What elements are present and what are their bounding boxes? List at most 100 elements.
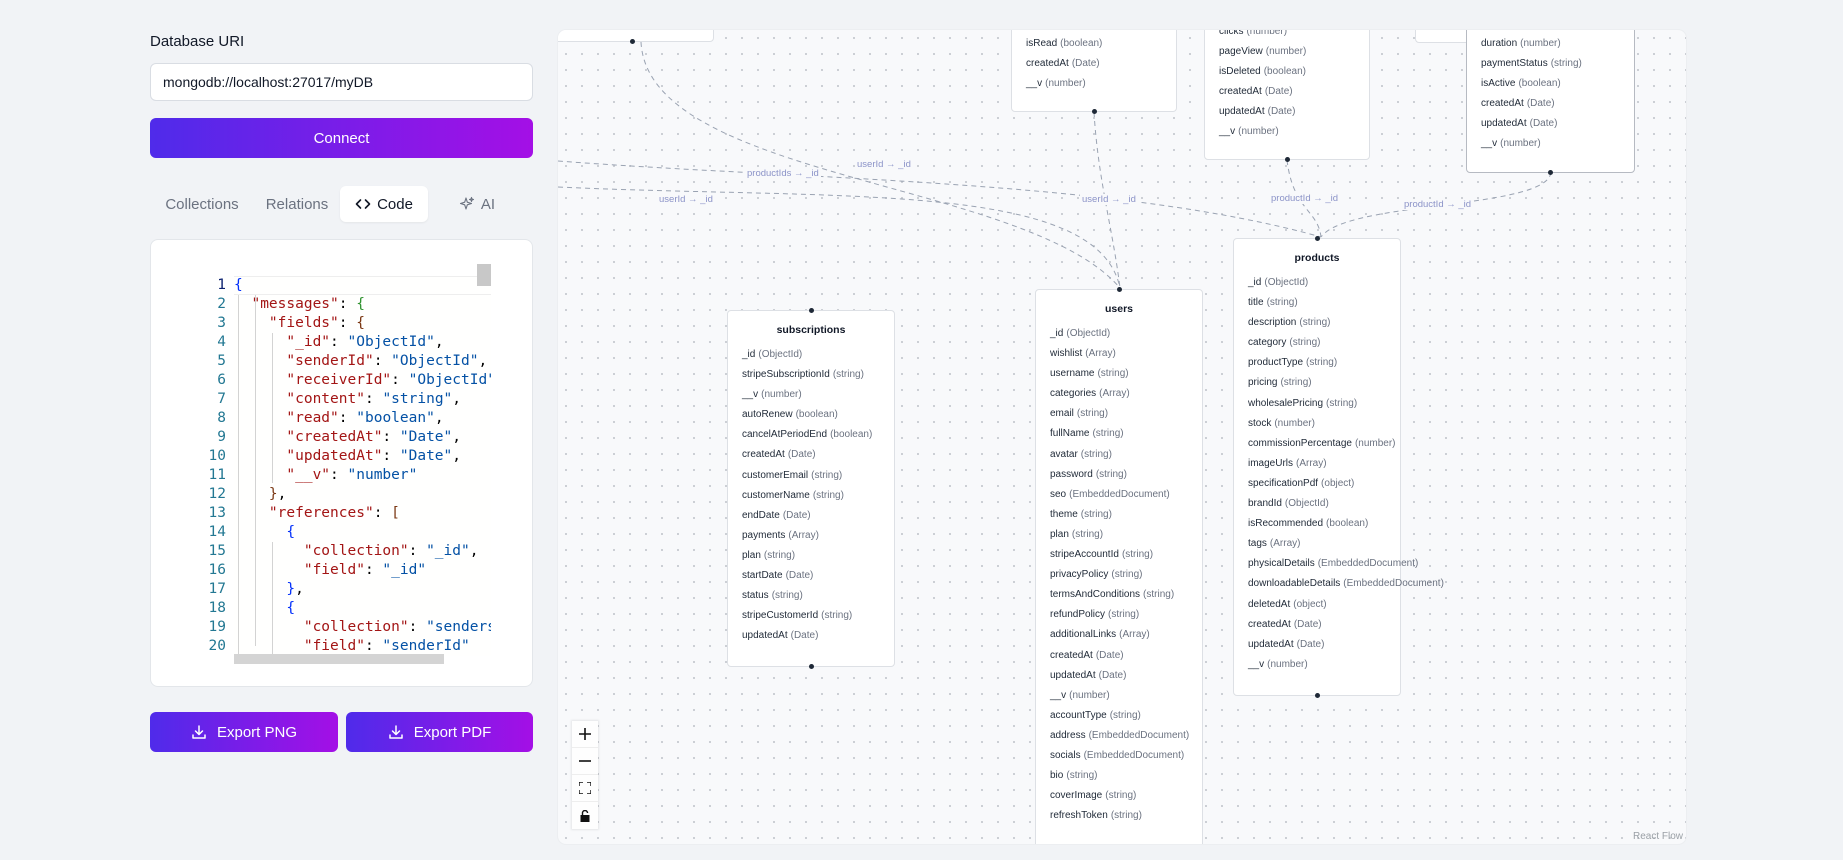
field-name: _id [1050,328,1064,339]
field-name: createdAt [1050,649,1093,661]
field-name: wholesalePricing [1248,397,1324,409]
field-type: (number) [1500,138,1541,150]
zoom-out-button[interactable] [572,748,598,775]
connect-button[interactable]: Connect [150,118,533,158]
edge-label: userId → _id [1080,194,1138,205]
field-row: coverImage (string) [1036,786,1202,806]
tab-collections-label: Collections [165,195,239,213]
collection-node-users[interactable]: users _id (ObjectId) wishlist (Array) user… [1035,287,1203,844]
field-name: __v [1026,78,1043,90]
schema-canvas[interactable]: userId → _id productIds → _id userId → _… [558,30,1686,844]
field-row: refreshToken (string) [1036,806,1202,826]
line-number: 10 [208,448,226,464]
field-name: updatedAt [1248,638,1294,650]
line-number: 18 [208,600,226,616]
field-row: title (string) [1234,293,1400,313]
connection-handle[interactable] [808,664,814,669]
tab-relations-label: Relations [265,195,329,213]
line-number: 15 [208,543,226,559]
field-type: (Array) [1119,629,1150,641]
connection-handle[interactable] [1314,693,1320,698]
field-type: (boolean) [1263,66,1306,78]
field-name: createdAt [1248,618,1291,630]
field-row: accountType (string) [1036,706,1202,726]
horizontal-scrollbar[interactable] [234,654,444,664]
connection-handle[interactable] [629,39,635,44]
tab-code[interactable]: Code [340,186,428,222]
field-row: isRead (boolean) [1012,34,1176,54]
field-row: physicalDetails (EmbeddedDocument) [1234,554,1418,574]
code-editor[interactable]: 1 2 3 4 5 6 7 8 9 10 11 12 13 14 15 16 1… [188,264,491,664]
indent-guide [255,295,256,646]
edge-label: productId → _id [1269,193,1341,204]
field-name: description [1248,317,1297,329]
connection-handle[interactable] [1284,157,1290,162]
fit-view-button[interactable] [572,775,598,802]
field-type: (number) [1274,417,1315,429]
edge-label: userId → _id [657,194,715,205]
collection-node[interactable]: duration (number) paymentStatus (string) i… [1466,30,1635,175]
field-row: clicks (number) [1205,30,1369,42]
field-type: (EmbeddedDocument) [1069,488,1170,500]
field-name: accountType [1050,709,1107,721]
collection-title: subscriptions [776,324,846,336]
download-icon [192,725,206,739]
field-row: __v (number) [1205,122,1369,142]
connection-handle[interactable] [1314,236,1320,241]
field-row: _id (ObjectId) [1234,273,1400,293]
code-line: "read": "boolean", [286,410,444,426]
export-pdf-button[interactable]: Export PDF [346,712,533,752]
field-name: __v [1248,658,1265,670]
tab-ai[interactable]: AI [428,186,526,222]
field-name: stripeSubscriptionId [742,369,830,381]
minimap-slider[interactable] [477,264,491,286]
collection-node-products[interactable]: products _id (ObjectId) title (string) des… [1233,236,1444,698]
code-line: "receiverId": "ObjectId", [286,372,491,388]
field-row: productType (string) [1234,353,1400,373]
database-uri-input[interactable] [150,63,533,101]
zoom-in-button[interactable] [572,721,598,748]
line-number: 16 [208,562,226,578]
field-type: (string) [1095,468,1127,480]
field-name: category [1248,337,1287,349]
field-row: tags (Array) [1234,534,1400,554]
field-name: refundPolicy [1050,609,1106,621]
field-type: (EmbeddedDocument) [1088,729,1190,741]
connection-handle[interactable] [808,308,814,313]
field-name: categories [1050,388,1097,400]
field-row: pageView (number) [1205,42,1369,62]
field-type: (number) [761,389,802,401]
code-line: "collection": "_id", [303,543,479,559]
field-type: (Array) [788,529,819,541]
field-row: deletedAt (object) [1234,595,1400,615]
tab-collections[interactable]: Collections [150,186,254,222]
collection-node[interactable]: clicks (number) pageView (number) isDelete… [1204,30,1370,162]
react-flow-attribution[interactable]: React Flow [1632,831,1683,842]
field-type: (string) [812,489,844,501]
connection-handle[interactable] [1116,287,1122,292]
export-png-button[interactable]: Export PNG [150,712,338,752]
code-line: "field": "senderId" [303,638,470,654]
code-line: "collection": "senders", [303,619,491,635]
field-type: (string) [1299,317,1331,329]
field-type: (Date) [1267,106,1296,118]
field-type: (Date) [1526,98,1555,110]
field-name: autoRenew [742,409,793,421]
field-row: description (string) [1234,313,1400,333]
field-name: status [742,590,769,602]
connection-handle[interactable] [1548,170,1553,175]
collection-node[interactable]: isRead (boolean) createdAt (Date) __v (numb… [1011,30,1177,114]
tab-relations[interactable]: Relations [254,186,340,222]
field-row: email (string) [1036,404,1202,424]
connection-handle[interactable] [1091,109,1097,114]
collection-node-subscriptions[interactable]: subscriptions _id (ObjectId) stripeSubscr… [727,308,895,669]
field-name: imageUrls [1248,457,1294,469]
collection-node[interactable] [1415,30,1475,43]
lock-button[interactable] [572,802,598,829]
field-name: commissionPercentage [1248,437,1352,449]
line-number: 1 [217,277,226,293]
field-type: (string) [1550,58,1582,70]
field-row: wishlist (Array) [1036,344,1202,364]
field-row: __v (number) [1012,74,1176,94]
collection-node[interactable] [558,30,714,44]
